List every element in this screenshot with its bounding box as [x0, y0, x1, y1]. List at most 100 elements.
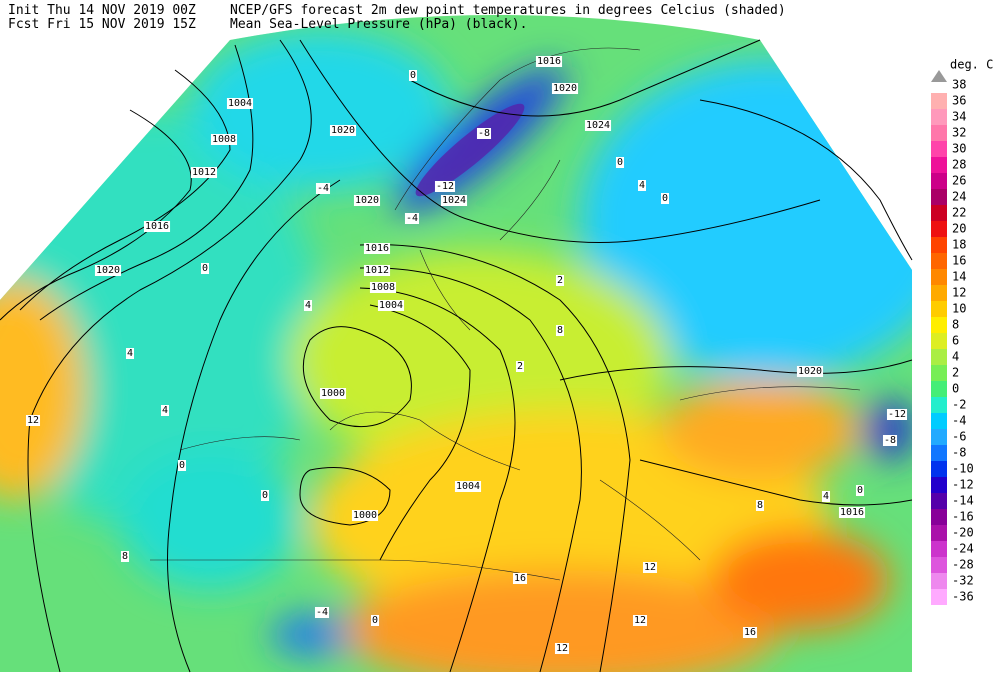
isobar-label-box	[363, 265, 391, 276]
colorbar-label: -4	[952, 414, 966, 428]
isobar-label-box	[94, 265, 122, 276]
colorbar-swatch	[931, 173, 947, 189]
dewpoint-label: 4	[305, 300, 311, 311]
colorbar-label: 8	[952, 318, 959, 332]
colorbar-swatch	[931, 301, 947, 317]
colorbar-swatch	[931, 333, 947, 349]
colorbar-label: 30	[952, 142, 966, 156]
colorbar-label: 4	[952, 350, 959, 364]
isobar-label: 1016	[537, 56, 561, 67]
colorbar-swatch	[931, 381, 947, 397]
colorbar-label: 0	[952, 382, 959, 396]
dewpoint-label-box	[200, 263, 210, 274]
dewpoint-label-box	[755, 500, 765, 511]
colorbar-label: 18	[952, 238, 966, 252]
dewpoint-label-box	[637, 180, 647, 191]
dewpoint-label: 0	[410, 70, 416, 81]
colorbar-swatch	[931, 189, 947, 205]
header-text: Fcst Fri 15 NOV 2019 15Z	[8, 17, 196, 32]
colorbar-swatch	[931, 157, 947, 173]
isobar-label: 1020	[96, 265, 120, 276]
isobar-label: 1000	[353, 510, 377, 521]
colorbar-swatch	[931, 93, 947, 109]
dewpoint-label: 4	[162, 405, 168, 416]
colorbar-swatch	[931, 365, 947, 381]
dewpoint-label-box	[370, 615, 380, 626]
colorbar-swatch	[931, 205, 947, 221]
dewpoint-label-box	[855, 485, 865, 496]
dewpoint-label-box	[408, 70, 418, 81]
colorbar-swatch	[931, 445, 947, 461]
dewpoint-label-box	[315, 183, 331, 194]
isobar-label-box	[796, 366, 824, 377]
dewpoint-label: 16	[514, 573, 526, 584]
colorbar-label: -12	[952, 478, 974, 492]
colorbar-title: deg. C	[950, 58, 993, 72]
dewpoint-label: -12	[436, 181, 454, 192]
dewpoint-label-box	[882, 435, 898, 446]
dewpoint-label-box	[177, 460, 187, 471]
colorbar-swatch	[931, 557, 947, 573]
colorbar-swatch	[931, 493, 947, 509]
isobar-label: 1000	[321, 388, 345, 399]
dewpoint-label: 12	[27, 415, 39, 426]
colorbar-label: 38	[952, 78, 966, 92]
isobar-label: 1020	[331, 125, 355, 136]
colorbar-label: -36	[952, 590, 974, 604]
isobar-label-box	[535, 56, 563, 67]
dewpoint-label: 4	[639, 180, 645, 191]
colorbar-label: -32	[952, 574, 974, 588]
colorbar-swatch	[931, 141, 947, 157]
isobar-label: 1008	[371, 282, 395, 293]
isobar-label-box	[143, 221, 171, 232]
dewpoint-label: -8	[478, 128, 490, 139]
dewpoint-label-box	[125, 348, 135, 359]
dewpoint-label: 12	[556, 643, 568, 654]
dewpoint-label-box	[160, 405, 170, 416]
colorbar-label: 12	[952, 286, 966, 300]
dewpoint-label: -4	[406, 213, 418, 224]
dewpoint-label-box	[660, 193, 670, 204]
dewpoint-label-box	[434, 181, 456, 192]
dewpoint-label: 12	[644, 562, 656, 573]
isobar-label: 1016	[840, 507, 864, 518]
colorbar-swatch	[931, 269, 947, 285]
dewpoint-label-box	[260, 490, 270, 501]
dewpoint-label-box	[642, 562, 658, 573]
colorbar-swatch	[931, 429, 947, 445]
isobar-label-box	[440, 195, 468, 206]
isobar-label-box	[369, 282, 397, 293]
colorbar-swatch	[931, 509, 947, 525]
dewpoint-label: 2	[557, 275, 563, 286]
isobar-label: 1004	[379, 300, 403, 311]
dewpoint-label: 0	[262, 490, 268, 501]
colorbar-label: 6	[952, 334, 959, 348]
dewpoint-label: 8	[557, 325, 563, 336]
isobar-label-box	[353, 195, 381, 206]
dewpoint-label-box	[120, 551, 130, 562]
colorbar-swatch	[931, 397, 947, 413]
colorbar-swatch	[931, 461, 947, 477]
isobar-label-box	[363, 243, 391, 254]
dewpoint-label: 2	[517, 361, 523, 372]
isobar-label: 1016	[145, 221, 169, 232]
colorbar-label: -28	[952, 558, 974, 572]
colorbar-label: 28	[952, 158, 966, 172]
dewpoint-label-box	[515, 361, 525, 372]
dewpoint-label: 4	[127, 348, 133, 359]
colorbar-swatch	[931, 573, 947, 589]
isobar-label-box	[210, 134, 238, 145]
isobar-label-box	[551, 83, 579, 94]
dewpoint-label-box	[632, 615, 648, 626]
dewpoint-label: 8	[122, 551, 128, 562]
colorbar-swatch	[931, 477, 947, 493]
colorbar-label: -20	[952, 526, 974, 540]
isobar-label-box	[226, 98, 254, 109]
colorbar-label: -24	[952, 542, 974, 556]
colorbar-swatch	[931, 317, 947, 333]
isobar-label: 1020	[798, 366, 822, 377]
colorbar-label: 22	[952, 206, 966, 220]
dewpoint-label-box	[314, 607, 330, 618]
colorbar-swatch	[931, 589, 947, 605]
